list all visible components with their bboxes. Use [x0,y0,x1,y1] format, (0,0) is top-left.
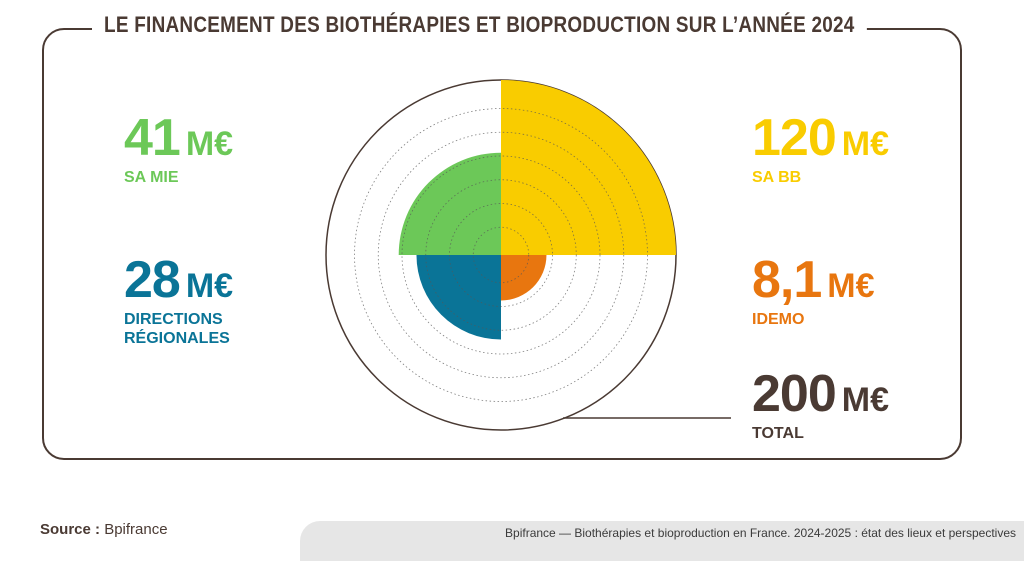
stat-sa-bb-value: 120 [752,109,837,167]
wedge-sa-bb [501,80,676,255]
stat-sa-bb: 120 M€ SA BB [752,112,889,187]
stat-total-value: 200 [752,365,837,423]
stat-idemo-unit: M€ [827,267,875,305]
source-label: Source : [40,521,101,538]
stat-sa-mie-unit: M€ [185,125,234,163]
stat-total-unit: M€ [841,381,889,419]
wedge-directions-r-gionales [416,255,501,340]
stat-sa-bb-unit: M€ [841,125,889,163]
source-note: Source : Bpifrance [40,521,168,538]
wedge-idemo [501,255,547,301]
grid-ring [472,226,530,284]
grid-ring [449,203,553,307]
stat-total-label: TOTAL [752,425,804,442]
stat-directions-label: DIRECTIONS RÉGIONALES [124,311,230,348]
stat-directions-unit: M€ [185,267,234,305]
stat-sa-bb-label: SA BB [752,169,802,186]
polar-area-chart [325,79,731,431]
chart-title: LE FINANCEMENT DES BIOTHÉRAPIES ET BIOPR… [92,12,867,38]
stat-total: 200 M€ TOTAL [752,368,889,443]
footer-reference: Bpifrance — Biothérapies et bioproductio… [505,526,1016,540]
stat-directions-value: 28 [124,251,181,309]
stat-sa-mie-label: SA MIE [124,169,179,186]
stat-directions: 28 M€ DIRECTIONS RÉGIONALES [124,254,284,348]
stat-sa-mie-value: 41 [124,109,181,167]
wedge-sa-mie [398,152,501,255]
stat-sa-mie: 41 M€ SA MIE [124,112,233,187]
source-value: Bpifrance [104,521,168,538]
grid-ring [377,131,625,379]
stat-idemo-label: IDEMO [752,311,805,328]
stat-idemo-value: 8,1 [752,251,822,309]
stat-idemo: 8,1 M€ IDEMO [752,254,875,329]
grid-ring [401,155,601,355]
grid-ring [425,179,577,331]
grid-ring [354,108,648,402]
